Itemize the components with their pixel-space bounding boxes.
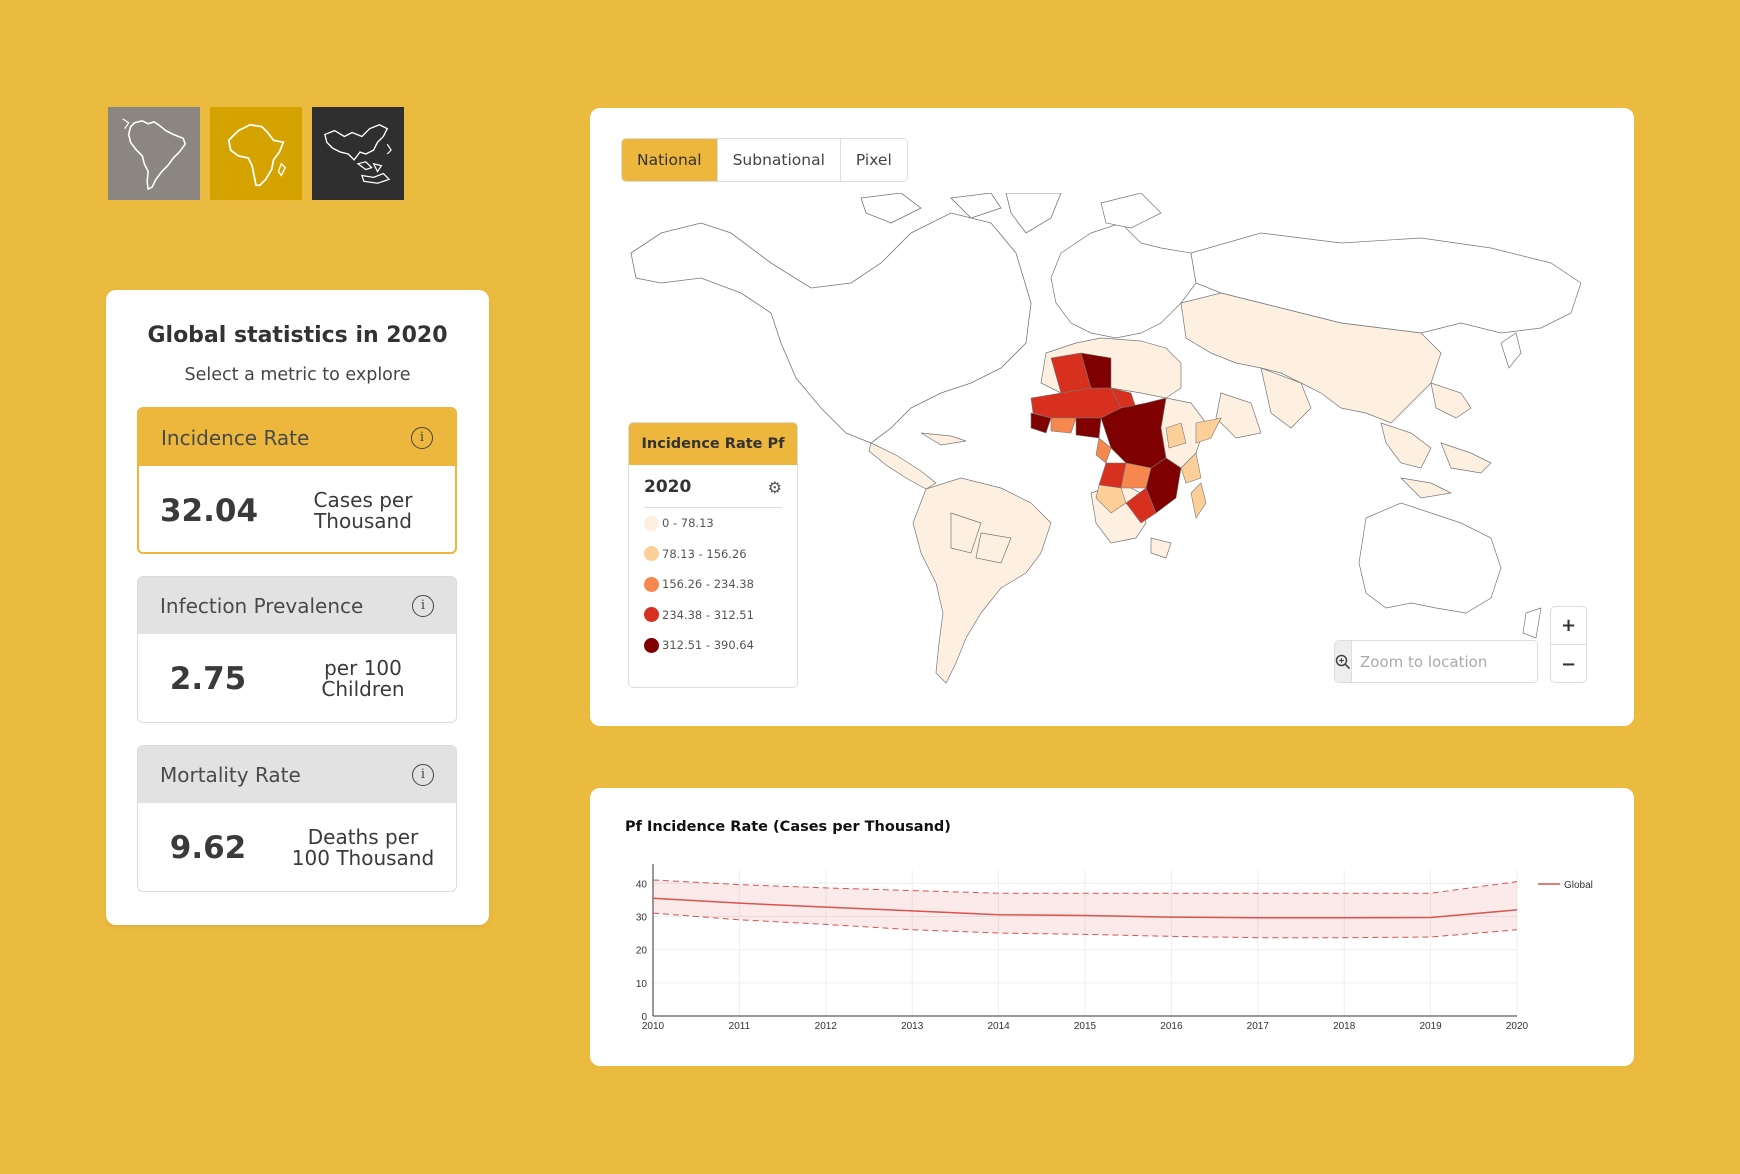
metric-label: Infection Prevalence	[160, 593, 364, 618]
metric-unit-line2: Children	[321, 677, 405, 701]
legend-label: 156.26 - 234.38	[662, 577, 754, 592]
metric-infection-prevalence[interactable]: Infection Prevalence i 2.75 per 100 Chil…	[137, 576, 457, 723]
tab-national[interactable]: National	[622, 139, 718, 181]
legend-item: 78.13 - 156.26	[644, 539, 782, 570]
world-map[interactable]	[621, 193, 1603, 698]
metric-incidence-rate[interactable]: Incidence Rate i 32.04 Cases per Thousan…	[137, 407, 457, 554]
zoom-location-input[interactable]	[1352, 641, 1537, 682]
legend-swatch	[644, 637, 659, 653]
south-america-icon	[122, 117, 187, 190]
metric-unit-line2: Thousand	[314, 509, 412, 533]
region-americas-button[interactable]	[108, 107, 200, 200]
x-tick-label: 2020	[1506, 1021, 1529, 1032]
x-tick-label: 2019	[1419, 1021, 1442, 1032]
stats-subtitle: Select a metric to explore	[184, 365, 411, 385]
x-tick-label: 2017	[1247, 1021, 1270, 1032]
region-africa-button[interactable]	[210, 107, 302, 200]
legend-label: 78.13 - 156.26	[662, 546, 747, 561]
x-tick-label: 2014	[987, 1021, 1010, 1032]
asia-pacific-icon	[324, 123, 392, 184]
y-tick-label: 20	[636, 946, 648, 957]
legend-swatch	[644, 607, 659, 623]
x-tick-label: 2016	[1160, 1021, 1183, 1032]
x-tick-label: 2011	[729, 1021, 751, 1032]
map-legend: Incidence Rate Pf 2020 ⚙ 0 - 78.13 78.13…	[628, 422, 798, 688]
chart-title: Pf Incidence Rate (Cases per Thousand)	[625, 819, 951, 835]
upper-bound-line	[652, 879, 1518, 894]
legend-label: Global	[1564, 880, 1593, 891]
incidence-line-chart: 0 10 20 30 40 2010 2011 2012 2013 2014 2015 2016 201…	[636, 864, 1593, 1032]
tab-subnational[interactable]: Subnational	[718, 139, 841, 181]
africa-icon	[227, 123, 287, 186]
y-tick-label: 0	[641, 1012, 647, 1023]
zoom-search-icon[interactable]	[1335, 641, 1352, 682]
zoom-in-button[interactable]: +	[1551, 607, 1586, 645]
zoom-to-location	[1334, 640, 1538, 683]
lower-bound-line	[652, 912, 1518, 939]
legend-item: 234.38 - 312.51	[644, 600, 782, 631]
legend-label: 312.51 - 390.64	[662, 638, 754, 653]
metric-value: 9.62	[169, 830, 247, 866]
chart-card: Pf Incidence Rate (Cases per Thousand) 0…	[590, 788, 1634, 1066]
x-tick-label: 2012	[815, 1021, 838, 1032]
metric-mortality-rate[interactable]: Mortality Rate i 9.62 Deaths per 100 Tho…	[137, 745, 457, 892]
metric-unit-line1: Deaths per	[307, 825, 419, 849]
legend-item: 156.26 - 234.38	[644, 569, 782, 600]
y-tick-label: 30	[636, 912, 648, 923]
series-line-global	[652, 897, 1518, 919]
region-asia-pacific-button[interactable]	[312, 107, 404, 200]
info-icon[interactable]: i	[411, 426, 433, 449]
gear-icon[interactable]: ⚙	[767, 477, 782, 497]
metric-value: 2.75	[169, 661, 247, 697]
legend-item: 0 - 78.13	[644, 508, 782, 539]
x-tick-label: 2010	[642, 1021, 665, 1032]
metric-label: Incidence Rate	[161, 425, 310, 450]
x-tick-label: 2015	[1074, 1021, 1097, 1032]
metric-unit-line2: 100 Thousand	[291, 846, 435, 870]
metric-unit: Cases per Thousand	[279, 490, 455, 532]
metric-value: 32.04	[159, 493, 259, 529]
x-tick-label: 2018	[1333, 1021, 1356, 1032]
world-map-svg	[630, 193, 1582, 684]
uncertainty-band	[653, 879, 1517, 938]
legend-label: 234.38 - 312.51	[662, 607, 754, 622]
stats-title: Global statistics in 2020	[147, 323, 448, 348]
legend-label: 0 - 78.13	[662, 516, 714, 531]
metric-label: Mortality Rate	[160, 762, 301, 787]
zoom-out-button[interactable]: −	[1560, 653, 1577, 675]
global-stats-card: Global statistics in 2020 Select a metri…	[106, 290, 489, 925]
info-icon[interactable]: i	[412, 594, 434, 617]
y-tick-label: 10	[636, 979, 648, 990]
legend-swatch	[644, 515, 659, 531]
legend-swatch	[644, 576, 659, 592]
info-icon[interactable]: i	[412, 763, 434, 786]
legend-title: Incidence Rate Pf	[629, 423, 797, 465]
x-tick-label: 2013	[901, 1021, 924, 1032]
metric-unit: Deaths per 100 Thousand	[278, 827, 456, 869]
metric-unit-line1: Cases per	[313, 488, 413, 512]
legend-item: 312.51 - 390.64	[644, 630, 782, 661]
region-selector	[108, 107, 404, 200]
y-tick-label: 40	[636, 879, 648, 890]
map-card: National Subnational Pixel	[590, 108, 1634, 726]
zoom-controls: + −	[1550, 606, 1587, 683]
legend-swatch	[644, 546, 659, 562]
legend-year: 2020	[644, 477, 692, 497]
metric-unit-line1: per 100	[324, 656, 402, 680]
tab-pixel[interactable]: Pixel	[855, 151, 892, 169]
admin-level-tabs: National Subnational Pixel	[621, 138, 908, 182]
metric-unit: per 100 Children	[278, 658, 456, 700]
